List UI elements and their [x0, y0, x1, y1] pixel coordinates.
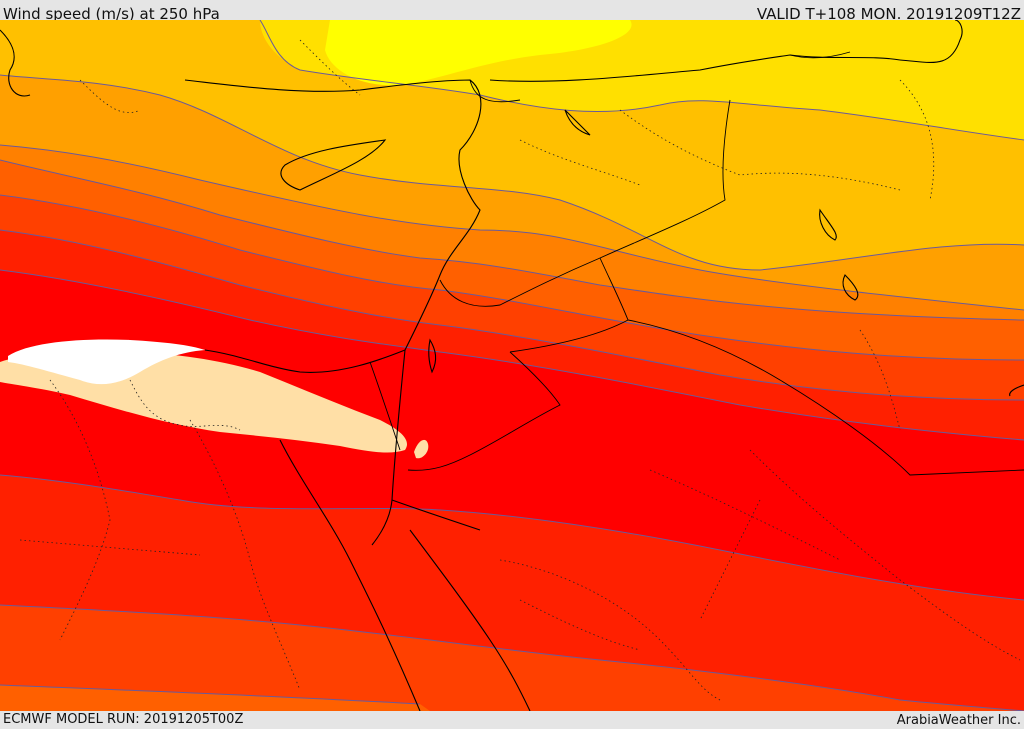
band-red-orange-south — [0, 605, 1024, 711]
map-title: Wind speed (m/s) at 250 hPa — [3, 5, 220, 23]
header-bar: Wind speed (m/s) at 250 hPa VALID T+108 … — [0, 0, 1024, 23]
coastlines — [0, 20, 1024, 711]
band-yellow — [325, 20, 632, 86]
isotach-contours — [0, 20, 1024, 711]
jet-peach-blob — [414, 439, 429, 459]
jet-white-core — [8, 339, 205, 385]
internal-borders — [19, 39, 1021, 701]
model-run: ECMWF MODEL RUN: 20191205T00Z — [3, 712, 244, 727]
band-orange-dark-south — [0, 685, 430, 711]
band-red-core — [0, 270, 1024, 600]
footer-bar: ECMWF MODEL RUN: 20191205T00Z ArabiaWeat… — [0, 711, 1024, 729]
credit: ArabiaWeather Inc. — [896, 713, 1021, 728]
valid-time: VALID T+108 MON. 20191209T12Z — [756, 5, 1021, 23]
borders — [369, 51, 1024, 476]
wind-speed-map — [0, 20, 1024, 711]
